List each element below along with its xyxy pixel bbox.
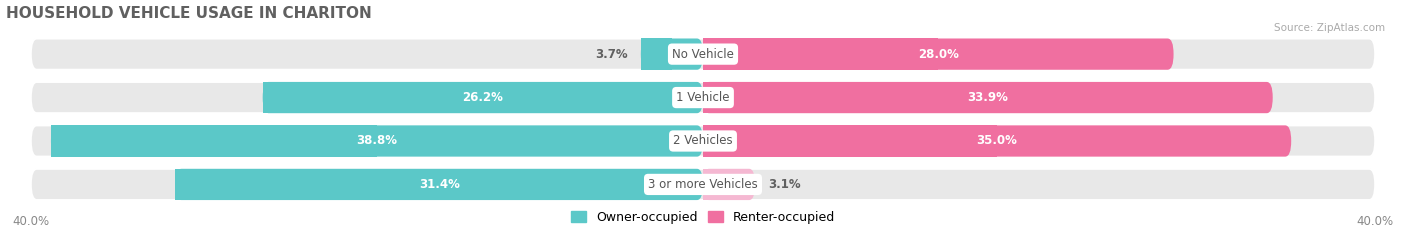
Bar <box>176 169 439 200</box>
FancyBboxPatch shape <box>263 82 703 113</box>
FancyBboxPatch shape <box>703 169 755 200</box>
FancyBboxPatch shape <box>641 38 703 70</box>
FancyBboxPatch shape <box>31 169 1375 200</box>
Bar <box>641 38 672 70</box>
Text: 33.9%: 33.9% <box>967 91 1008 104</box>
FancyBboxPatch shape <box>176 169 703 200</box>
Text: 1 Vehicle: 1 Vehicle <box>676 91 730 104</box>
Text: 3 or more Vehicles: 3 or more Vehicles <box>648 178 758 191</box>
FancyBboxPatch shape <box>31 125 1375 157</box>
Text: 2 Vehicles: 2 Vehicles <box>673 135 733 147</box>
Legend: Owner-occupied, Renter-occupied: Owner-occupied, Renter-occupied <box>567 206 839 229</box>
Text: No Vehicle: No Vehicle <box>672 48 734 61</box>
FancyBboxPatch shape <box>31 82 1375 113</box>
Text: 3.7%: 3.7% <box>595 48 627 61</box>
Text: 28.0%: 28.0% <box>918 48 959 61</box>
Text: Source: ZipAtlas.com: Source: ZipAtlas.com <box>1274 23 1385 33</box>
FancyBboxPatch shape <box>703 125 1291 157</box>
Text: 31.4%: 31.4% <box>419 178 460 191</box>
Bar <box>703 82 988 113</box>
Bar <box>51 125 377 157</box>
FancyBboxPatch shape <box>703 38 1174 70</box>
Bar <box>703 125 997 157</box>
Text: 3.1%: 3.1% <box>769 178 801 191</box>
Bar <box>703 169 730 200</box>
Bar <box>703 38 938 70</box>
Text: 35.0%: 35.0% <box>977 135 1018 147</box>
FancyBboxPatch shape <box>703 82 1272 113</box>
FancyBboxPatch shape <box>51 125 703 157</box>
Text: 38.8%: 38.8% <box>357 135 398 147</box>
FancyBboxPatch shape <box>31 38 1375 70</box>
Text: HOUSEHOLD VEHICLE USAGE IN CHARITON: HOUSEHOLD VEHICLE USAGE IN CHARITON <box>6 6 371 21</box>
Text: 26.2%: 26.2% <box>463 91 503 104</box>
Bar <box>263 82 482 113</box>
